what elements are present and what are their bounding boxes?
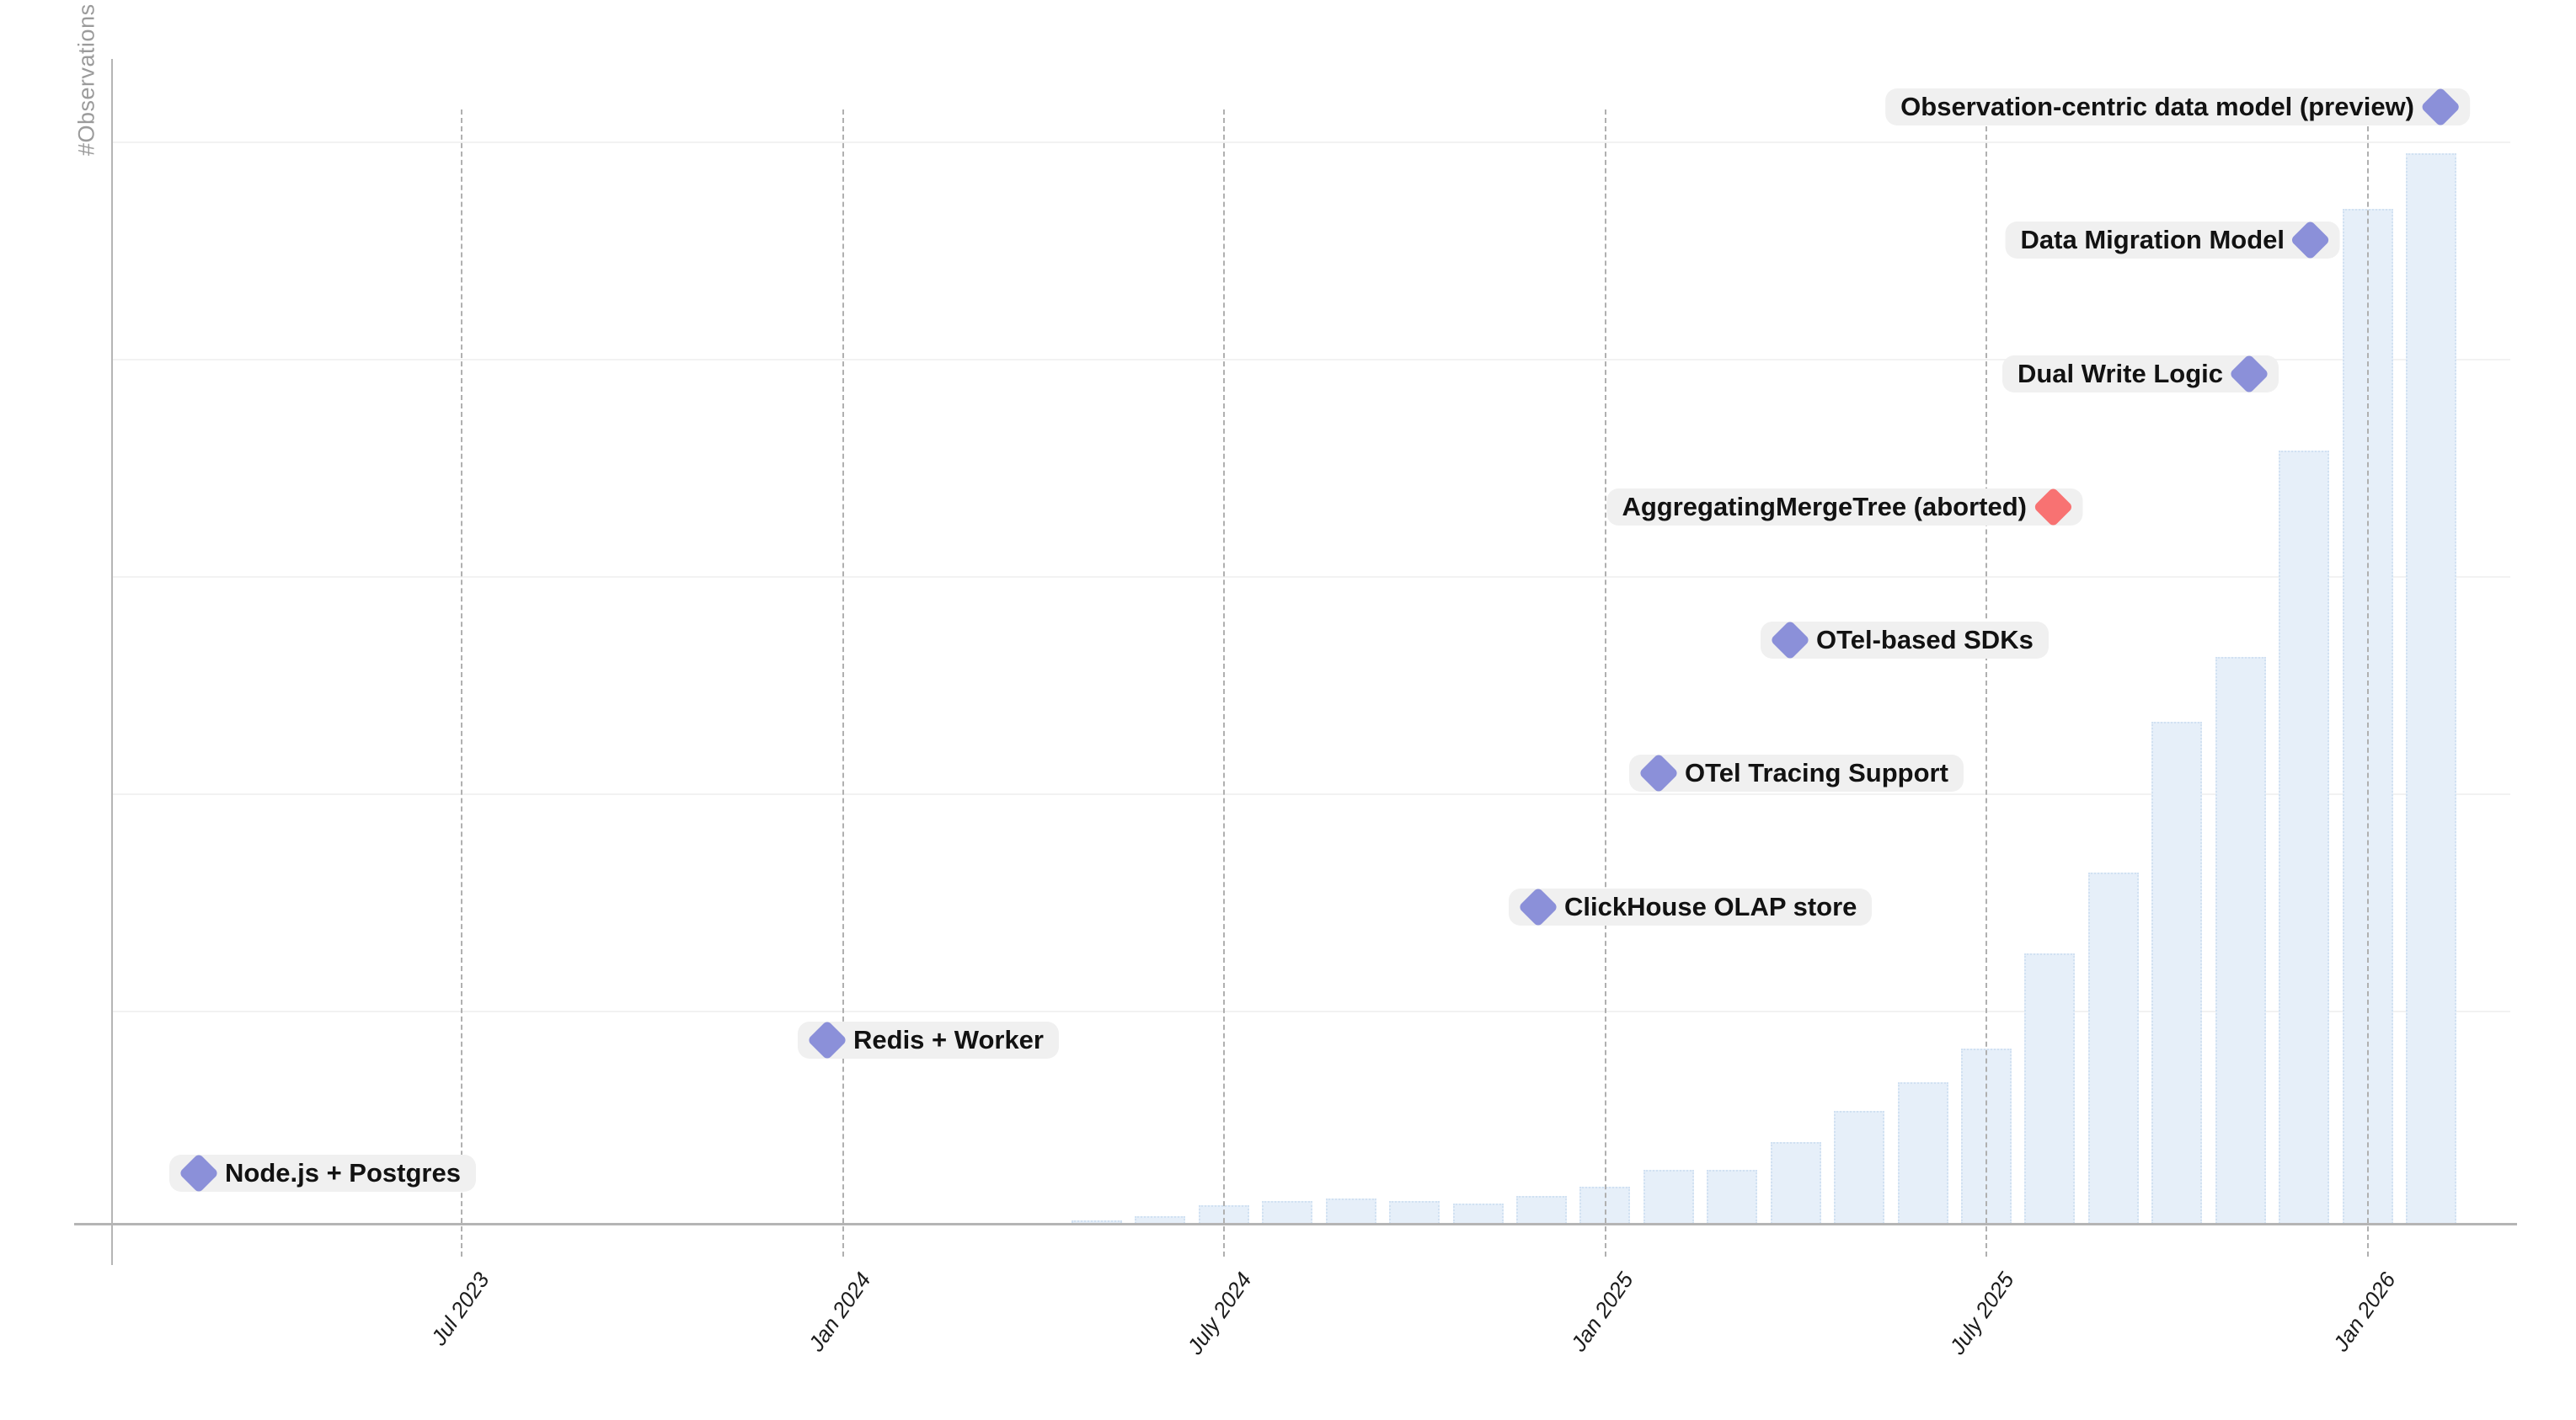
x-tick-label-jan-2025: Jan 2025 — [1565, 1268, 1638, 1356]
milestone-dual-write-logic: Dual Write Logic — [2001, 353, 2279, 395]
x-tick-label-jul-2023: Jul 2023 — [425, 1268, 494, 1350]
milestone-label: AggregatingMergeTree (aborted) — [1622, 492, 2027, 521]
bar-2025-06 — [1897, 1082, 1948, 1224]
bar-2025-09 — [2087, 873, 2139, 1224]
milestone-otel-tracing-support: OTel Tracing Support — [1629, 752, 1964, 794]
bar-2024-06 — [1135, 1216, 1186, 1224]
bar-2024-05 — [1071, 1220, 1122, 1224]
milestone-label: OTel Tracing Support — [1685, 758, 1948, 787]
milestone-label: Observation-centric data model (preview) — [1900, 92, 2414, 121]
bar-2025-04 — [1770, 1142, 1821, 1224]
milestone-clickhouse-olap-store: ClickHouse OLAP store — [1509, 886, 1873, 928]
milestone-diamond-icon — [2419, 86, 2461, 128]
bar-2024-11 — [1452, 1204, 1504, 1224]
v-gridline-jul-2023 — [461, 109, 462, 1257]
milestone-observation-centric-data-model-preview-: Observation-centric data model (preview) — [1885, 86, 2470, 128]
milestone-diamond-icon — [2290, 219, 2332, 261]
bar-2025-08 — [2024, 953, 2076, 1224]
bar-2026-02 — [2406, 153, 2456, 1224]
v-gridline-jan-2024 — [842, 109, 844, 1257]
x-tick-label-july-2025: July 2025 — [1944, 1268, 2019, 1359]
h-gridline-4 — [113, 1011, 2510, 1012]
bar-2024-09 — [1325, 1198, 1376, 1224]
h-gridline-1 — [113, 359, 2510, 360]
milestone-data-migration-model: Data Migration Model — [2005, 219, 2340, 261]
milestone-diamond-icon — [1769, 619, 1811, 661]
v-gridline-july-2025 — [1985, 109, 1987, 1257]
bar-2025-02 — [1643, 1170, 1694, 1224]
v-gridline-jan-2025 — [1605, 109, 1606, 1257]
milestone-label: OTel-based SDKs — [1816, 625, 2034, 654]
x-axis-line — [74, 1223, 2517, 1225]
milestone-label: Node.js + Postgres — [225, 1158, 461, 1188]
milestone-diamond-icon — [1517, 886, 1559, 928]
bar-2025-05 — [1834, 1111, 1885, 1224]
h-gridline-2 — [113, 576, 2510, 578]
milestone-label: ClickHouse OLAP store — [1564, 892, 1857, 921]
y-axis-line — [111, 59, 113, 1265]
x-tick-label-july-2024: July 2024 — [1182, 1268, 1257, 1359]
v-gridline-july-2024 — [1223, 109, 1225, 1257]
x-tick-label-jan-2026: Jan 2026 — [2327, 1268, 2401, 1356]
bar-2025-10 — [2151, 722, 2203, 1224]
h-gridline-3 — [113, 793, 2510, 795]
bar-2025-11 — [2215, 657, 2266, 1224]
bar-2024-12 — [1515, 1196, 1567, 1224]
milestone-label: Dual Write Logic — [2017, 359, 2223, 388]
milestone-otel-based-sdks: OTel-based SDKs — [1761, 619, 2049, 661]
milestone-diamond-icon — [806, 1019, 848, 1061]
bar-2025-12 — [2279, 451, 2330, 1224]
milestone-label: Redis + Worker — [853, 1025, 1044, 1054]
milestone-redis-worker: Redis + Worker — [798, 1019, 1059, 1061]
bar-2024-10 — [1389, 1201, 1440, 1224]
milestone-diamond-icon — [1638, 752, 1680, 794]
milestone-diamond-icon — [2032, 486, 2074, 528]
milestone-aggregatingmergetree-aborted-: AggregatingMergeTree (aborted) — [1606, 486, 2082, 528]
x-tick-label-jan-2024: Jan 2024 — [803, 1268, 876, 1356]
bar-2024-08 — [1262, 1201, 1313, 1224]
h-gridline-0 — [113, 141, 2510, 143]
v-gridline-jan-2026 — [2367, 109, 2369, 1257]
milestone-label: Data Migration Model — [2020, 225, 2285, 254]
milestone-node-js-postgres: Node.js + Postgres — [169, 1152, 476, 1194]
bar-2025-03 — [1707, 1170, 1758, 1224]
milestone-diamond-icon — [178, 1152, 220, 1194]
milestone-diamond-icon — [2228, 353, 2270, 395]
